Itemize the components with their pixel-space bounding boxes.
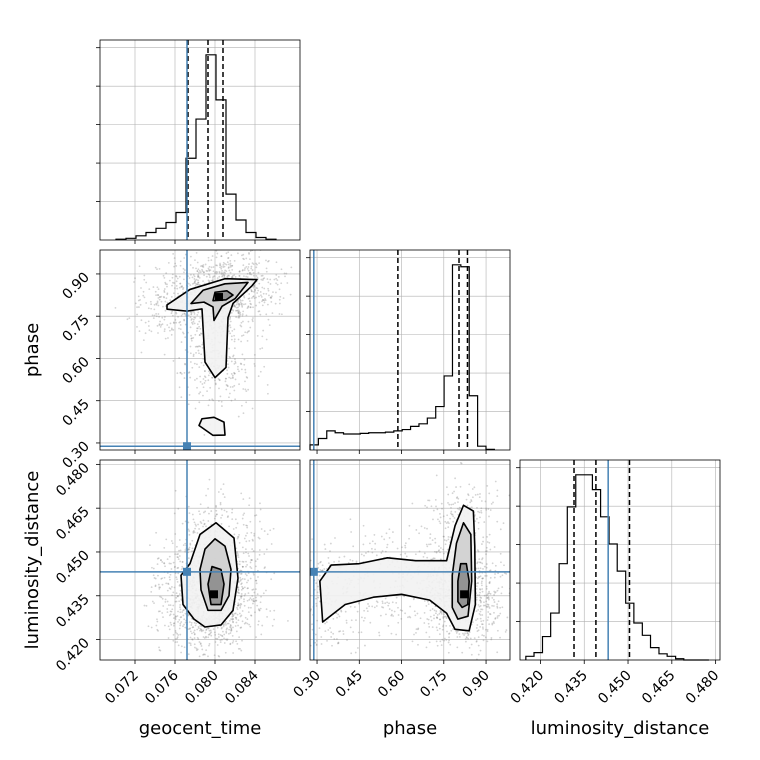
contour-1 — [451, 521, 473, 620]
truth-marker — [309, 567, 318, 576]
density-peak — [460, 590, 469, 599]
x-tick-label-phase: 0.90 — [460, 668, 493, 701]
x-tick-label-phase: 0.60 — [375, 668, 408, 701]
panel-frame — [99, 459, 301, 661]
panel-frame — [519, 459, 721, 661]
y-tick-label-luminosity_distance: 0.450 — [53, 547, 93, 587]
axis-label-luminosity_distance: luminosity_distance — [531, 718, 710, 739]
y-tick-label-phase: 0.90 — [59, 269, 92, 302]
x-tick-label-geocent_time: 0.072 — [102, 668, 142, 708]
panel-frame — [309, 459, 511, 661]
x-tick-label-phase: 0.30 — [291, 668, 324, 701]
truth-marker — [183, 567, 191, 576]
x-tick-label-luminosity_distance: 0.435 — [551, 668, 591, 708]
density-shade — [199, 417, 225, 436]
density-peak — [215, 293, 223, 302]
contour-0 — [180, 521, 239, 628]
x-tick-label-luminosity_distance: 0.420 — [508, 668, 548, 708]
axis-label-phase-y: phase — [22, 323, 43, 377]
pair-panel-geocent_time-vs-phase — [100, 250, 300, 450]
histogram-luminosity_distance — [525, 474, 709, 661]
density-shade — [319, 505, 476, 631]
contour-0 — [319, 504, 477, 632]
contour-2 — [207, 565, 225, 606]
x-tick-label-geocent_time: 0.080 — [182, 668, 222, 708]
y-tick-label-luminosity_distance: 0.465 — [53, 504, 93, 544]
density-shade — [167, 278, 257, 378]
x-tick-label-geocent_time: 0.076 — [142, 667, 182, 707]
density-shade — [191, 282, 248, 321]
hist-panel-phase — [310, 250, 510, 450]
panel-frame — [99, 249, 301, 451]
x-tick-label-phase: 0.45 — [333, 668, 366, 701]
panel-frame — [99, 39, 301, 241]
x-tick-label-luminosity_distance: 0.450 — [595, 668, 635, 708]
contour-1 — [199, 538, 232, 612]
y-tick-label-phase: 0.60 — [59, 354, 92, 387]
x-tick-label-luminosity_distance: 0.465 — [639, 668, 679, 708]
y-tick-label-phase: 0.45 — [59, 396, 92, 429]
truth-marker — [183, 442, 191, 451]
contour-2 — [190, 281, 249, 322]
y-tick-label-luminosity_distance: 0.435 — [53, 591, 93, 631]
axis-label-phase: phase — [383, 718, 437, 739]
density-peak — [210, 590, 218, 599]
axis-label-luminosity_distance-y: luminosity_distance — [22, 471, 43, 650]
panel-frame — [309, 249, 511, 451]
axis-label-geocent_time: geocent_time — [139, 718, 262, 739]
y-tick-label-luminosity_distance: 0.420 — [53, 635, 93, 675]
histogram-geocent_time — [115, 54, 277, 240]
x-tick-label-phase: 0.75 — [417, 668, 450, 701]
contour-3 — [212, 290, 234, 302]
contour-0 — [198, 416, 226, 437]
hist-panel-luminosity_distance — [520, 460, 720, 660]
hist-panel-geocent_time — [100, 40, 300, 240]
x-tick-label-geocent_time: 0.084 — [222, 667, 262, 707]
y-tick-label-phase: 0.75 — [59, 312, 92, 345]
contour-1 — [166, 277, 258, 379]
x-tick-label-luminosity_distance: 0.480 — [683, 668, 723, 708]
